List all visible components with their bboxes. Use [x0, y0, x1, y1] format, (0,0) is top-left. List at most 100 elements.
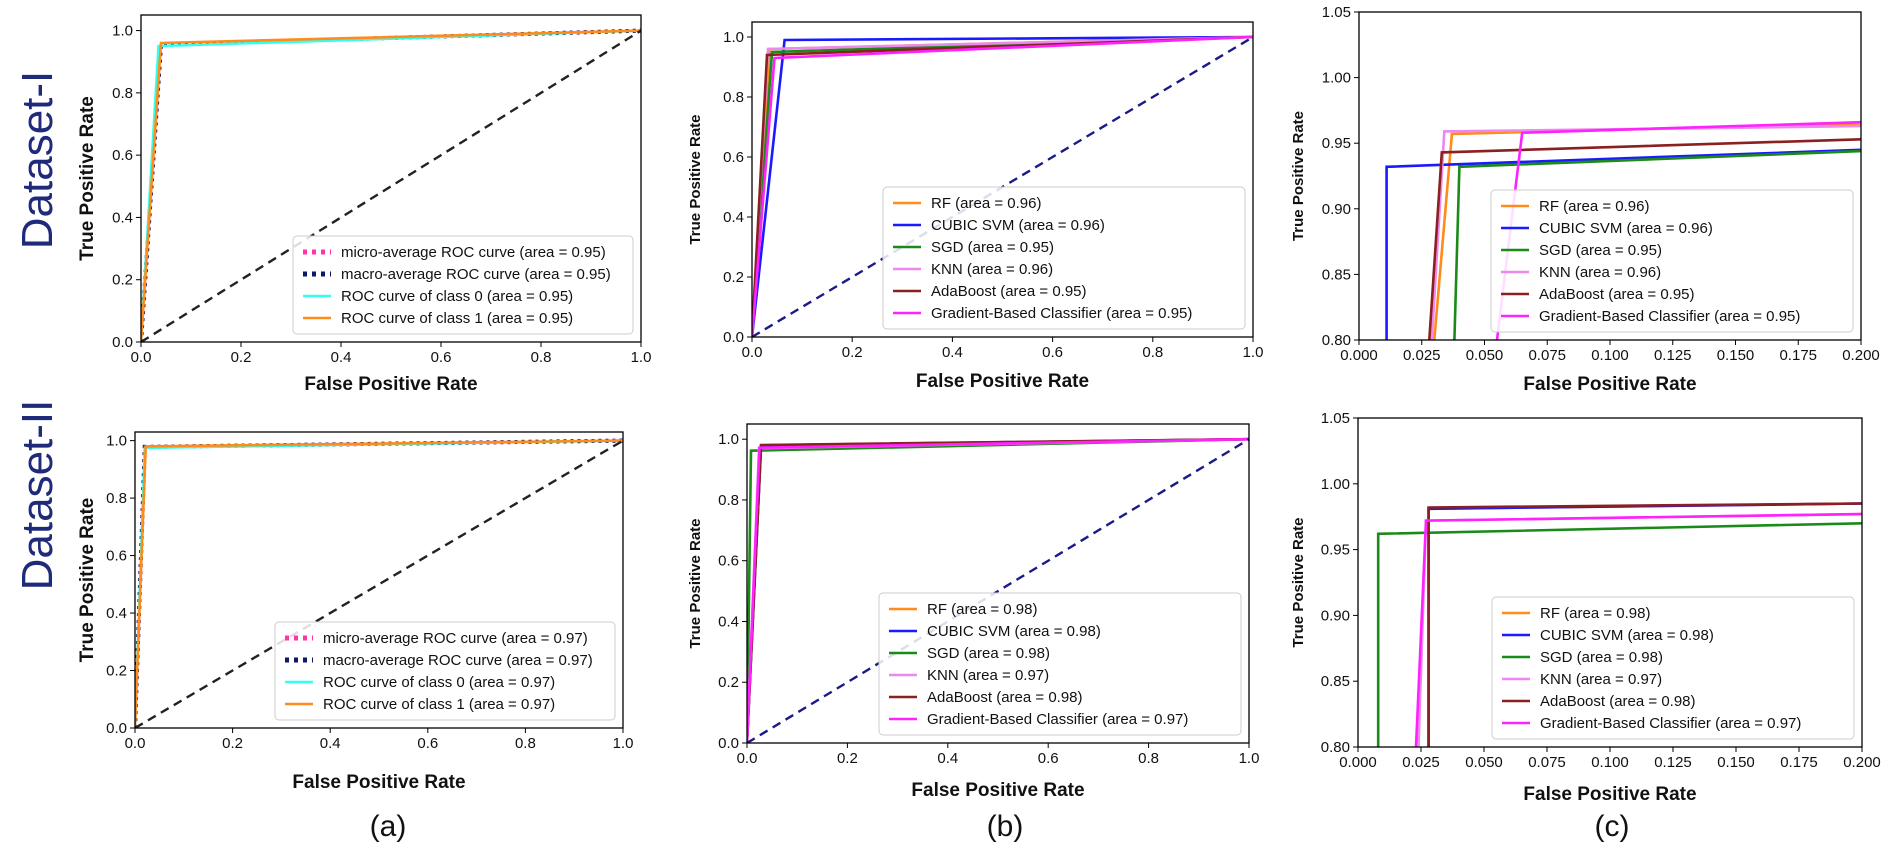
legend-entry-label: macro-average ROC curve (area = 0.95)	[341, 266, 611, 283]
legend-entry-label: AdaBoost (area = 0.98)	[1540, 693, 1696, 710]
legend-entry-label: SGD (area = 0.95)	[931, 239, 1054, 256]
x-tick-label: 0.4	[937, 750, 958, 767]
chart-c2: 0.000 0.025 0.050 0.075 0.100 0.125 0.150 0.175…	[1290, 410, 1881, 805]
series-line-sgd	[1453, 149, 1861, 340]
chart-b1: 0.0 0.2 0.4 0.6 0.8 1.0 0.0 0.2 0.4 0.6 0.8 1.0 Fals…	[687, 21, 1264, 392]
legend-box	[292, 235, 634, 335]
y-tick-label: 0.4	[718, 613, 739, 630]
y-tick-label: 1.00	[1322, 70, 1351, 87]
legend-entry-label: CUBIC SVM (area = 0.98)	[927, 623, 1101, 640]
x-tick-label: 0.4	[942, 344, 963, 361]
y-tick-label: 0.8	[723, 89, 744, 106]
y-tick-label: 0.85	[1322, 266, 1351, 283]
legend-entry-label: SGD (area = 0.98)	[1540, 649, 1663, 666]
chance-diagonal-line	[135, 439, 623, 728]
y-tick-label: 0.6	[112, 147, 133, 164]
y-tick-label: 0.90	[1322, 201, 1351, 218]
series-line-adaboost	[1427, 502, 1862, 747]
legend-entry-label: Gradient-Based Classifier (area = 0.95)	[931, 305, 1192, 322]
series-line-adaboost	[1428, 138, 1861, 340]
series-line-class1	[135, 439, 623, 728]
y-tick-label: 0.2	[718, 674, 739, 691]
y-tick-label: 0.6	[106, 548, 127, 565]
x-tick-label: 0.125	[1654, 754, 1692, 771]
x-tick-label: 0.4	[320, 735, 341, 752]
series-group	[135, 438, 623, 728]
x-tick-label: 0.0	[131, 349, 152, 366]
x-tick-label: 0.0	[742, 344, 763, 361]
x-tick-label: 1.0	[1243, 344, 1264, 361]
x-tick-label: 0.000	[1340, 347, 1378, 364]
legend-entry-label: ROC curve of class 1 (area = 0.95)	[341, 310, 573, 327]
y-tick-label: 0.95	[1322, 135, 1351, 152]
x-tick-label: 0.125	[1654, 347, 1692, 364]
y-axis-title: True Positive Rate	[687, 114, 704, 244]
legend-entry-label: CUBIC SVM (area = 0.96)	[931, 217, 1105, 234]
legend-entry-label: CUBIC SVM (area = 0.98)	[1540, 627, 1714, 644]
legend-entry-label: SGD (area = 0.95)	[1539, 242, 1662, 259]
legend-box	[1490, 189, 1854, 333]
legend-entry-label: KNN (area = 0.97)	[927, 667, 1049, 684]
legend-entry-label: KNN (area = 0.96)	[1539, 264, 1661, 281]
legend-entry-label: macro-average ROC curve (area = 0.97)	[323, 652, 593, 669]
series-line-gbc	[1414, 512, 1862, 747]
legend: micro-average ROC curve (area = 0.95) mac…	[292, 235, 634, 335]
legend-entry-label: Gradient-Based Classifier (area = 0.97)	[1540, 715, 1801, 732]
legend-box	[878, 592, 1242, 736]
legend-entry-label: AdaBoost (area = 0.95)	[931, 283, 1087, 300]
row-label-dataset-2: Dataset-II	[13, 400, 62, 591]
x-tick-label: 0.8	[531, 349, 552, 366]
x-tick-label: 0.025	[1402, 754, 1440, 771]
y-tick-label: 0.80	[1321, 739, 1350, 756]
x-tick-label: 0.150	[1717, 754, 1755, 771]
x-tick-label: 0.8	[1138, 750, 1159, 767]
y-axis-title: True Positive Rate	[1290, 111, 1307, 241]
y-tick-label: 0.6	[723, 149, 744, 166]
y-tick-label: 0.2	[723, 269, 744, 286]
y-tick-label: 0.2	[112, 272, 133, 289]
legend-entry-label: Gradient-Based Classifier (area = 0.95)	[1539, 308, 1800, 325]
chart-c1: 0.000 0.025 0.050 0.075 0.100 0.125 0.150 0.175…	[1290, 4, 1880, 395]
legend: RF (area = 0.98) CUBIC SVM (area = 0.98) S…	[878, 592, 1242, 736]
x-tick-label: 0.100	[1591, 754, 1629, 771]
legend-entry-label: CUBIC SVM (area = 0.96)	[1539, 220, 1713, 237]
x-tick-label: 0.200	[1843, 754, 1881, 771]
y-tick-label: 0.0	[723, 329, 744, 346]
y-tick-label: 0.6	[718, 553, 739, 570]
y-tick-label: 0.4	[723, 209, 744, 226]
x-tick-label: 0.6	[431, 349, 452, 366]
series-line-cubic_svm	[752, 35, 1253, 337]
legend-entry-label: ROC curve of class 0 (area = 0.95)	[341, 288, 573, 305]
x-axis-title: False Positive Rate	[292, 772, 465, 793]
y-tick-label: 0.8	[112, 85, 133, 102]
x-tick-label: 0.8	[515, 735, 536, 752]
legend-entry-label: RF (area = 0.98)	[1540, 605, 1650, 622]
y-tick-label: 1.0	[723, 29, 744, 46]
legend: micro-average ROC curve (area = 0.97) mac…	[274, 621, 616, 721]
x-tick-label: 0.2	[222, 735, 243, 752]
panel-label-c: (c)	[1595, 810, 1630, 843]
x-tick-label: 0.0	[737, 750, 758, 767]
legend-entry-label: micro-average ROC curve (area = 0.97)	[323, 630, 588, 647]
x-tick-label: 0.175	[1779, 347, 1817, 364]
x-tick-label: 0.075	[1528, 754, 1566, 771]
y-axis-title: True Positive Rate	[77, 498, 98, 663]
x-axis-title: False Positive Rate	[304, 374, 477, 395]
series-group	[752, 35, 1253, 337]
plot-frame	[746, 423, 1250, 744]
series-line-cubic_svm	[1385, 148, 1861, 340]
y-tick-label: 1.0	[718, 431, 739, 448]
y-tick-label: 0.0	[106, 720, 127, 737]
x-tick-label: 0.100	[1591, 347, 1629, 364]
y-tick-label: 1.05	[1322, 4, 1351, 21]
y-tick-label: 0.90	[1321, 607, 1350, 624]
chart-a2: 0.0 0.2 0.4 0.6 0.8 1.0 0.0 0.2 0.4 0.6 0.8 1.0 Fals…	[77, 431, 633, 793]
x-tick-label: 0.2	[231, 349, 252, 366]
plot-frame	[134, 431, 624, 729]
x-axis-title: False Positive Rate	[916, 371, 1089, 392]
chance-diagonal-line	[141, 29, 641, 342]
x-tick-label: 0.000	[1339, 754, 1377, 771]
x-tick-label: 0.6	[1038, 750, 1059, 767]
legend-entry-label: SGD (area = 0.98)	[927, 645, 1050, 662]
legend-entry-label: KNN (area = 0.96)	[931, 261, 1053, 278]
